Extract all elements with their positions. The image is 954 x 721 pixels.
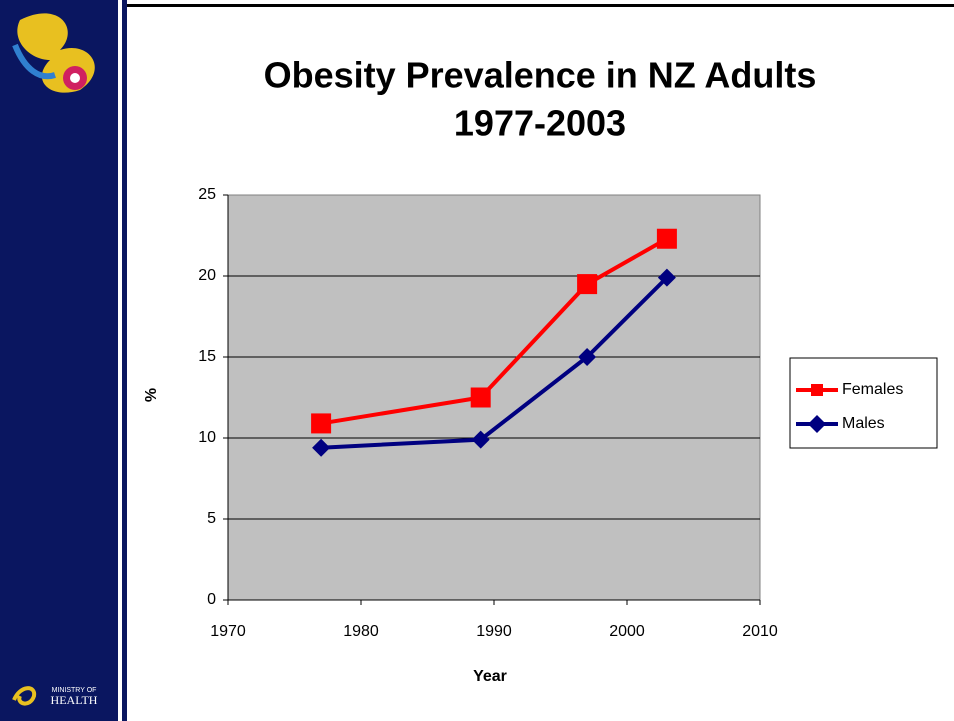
y-tick-label: 10 bbox=[198, 429, 216, 446]
y-tick-label: 5 bbox=[207, 510, 216, 527]
x-tick-label: 1990 bbox=[476, 623, 512, 640]
x-tick-label: 2010 bbox=[742, 623, 778, 640]
page: MINISTRY OF HEALTH Obesity Prevalence in… bbox=[0, 0, 954, 721]
x-tick-label: 1980 bbox=[343, 623, 379, 640]
y-tick-label: 0 bbox=[207, 591, 216, 608]
legend-marker bbox=[811, 384, 823, 396]
top-line bbox=[127, 4, 954, 7]
side-line bbox=[122, 0, 127, 721]
side-bar bbox=[0, 0, 118, 721]
marker bbox=[471, 388, 491, 408]
y-tick-label: 15 bbox=[198, 348, 216, 365]
legend bbox=[790, 358, 937, 448]
x-axis-label: Year bbox=[473, 668, 507, 685]
logo-text: HEALTH bbox=[51, 693, 98, 707]
y-tick-label: 20 bbox=[198, 267, 216, 284]
marker bbox=[657, 229, 677, 249]
x-tick-label: 1970 bbox=[210, 623, 246, 640]
x-tick-label: 2000 bbox=[609, 623, 645, 640]
marker bbox=[577, 274, 597, 294]
slide: MINISTRY OF HEALTH Obesity Prevalence in… bbox=[0, 0, 954, 721]
chart-title: 1977-2003 bbox=[454, 103, 626, 144]
legend-label: Males bbox=[842, 415, 885, 432]
y-tick-label: 25 bbox=[198, 186, 216, 203]
legend-label: Females bbox=[842, 381, 903, 398]
marker bbox=[311, 413, 331, 433]
y-axis-label: % bbox=[143, 388, 160, 402]
plot-area bbox=[228, 195, 760, 600]
chart-title: Obesity Prevalence in NZ Adults bbox=[264, 55, 817, 96]
